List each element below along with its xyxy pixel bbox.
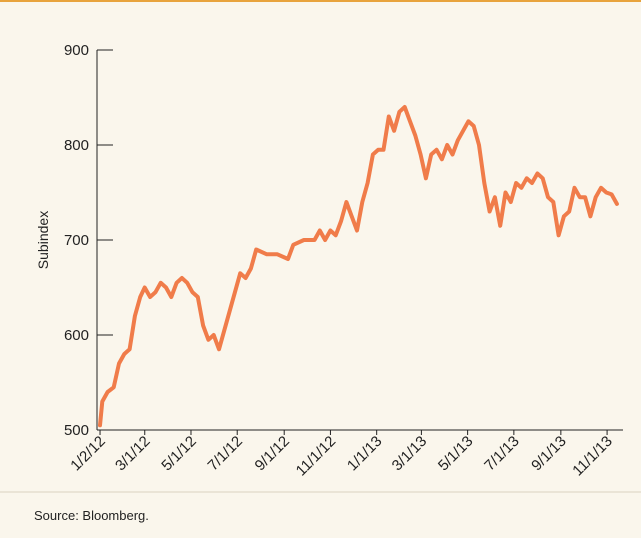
y-tick-label: 800 (64, 137, 89, 154)
data-line (98, 105, 619, 428)
source-note: Source: Bloomberg. (34, 508, 149, 523)
y-tick-label: 900 (64, 42, 89, 59)
y-axis-label: Subindex (35, 211, 51, 269)
y-tick-label: 500 (64, 422, 89, 439)
y-tick-label: 600 (64, 327, 89, 344)
y-tick-label: 700 (64, 232, 89, 249)
